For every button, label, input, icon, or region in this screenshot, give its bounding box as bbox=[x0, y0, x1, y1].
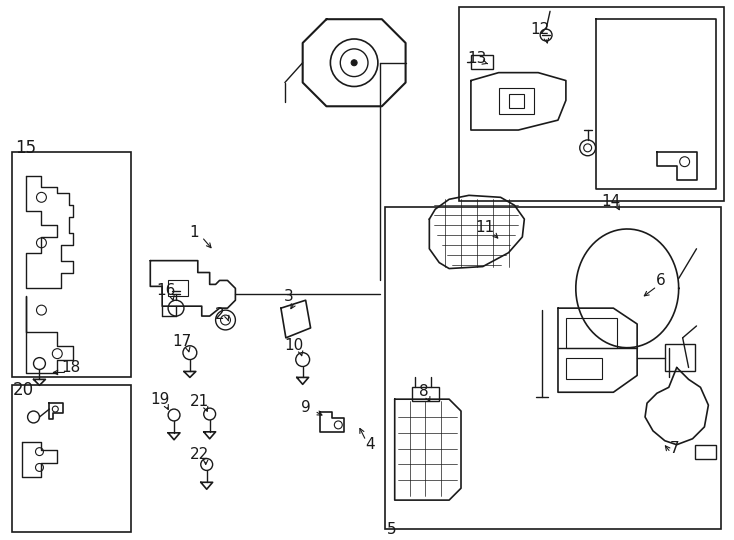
Text: 12: 12 bbox=[531, 22, 550, 37]
Bar bbox=[12, 386, 131, 532]
Bar bbox=[471, 55, 493, 69]
Text: 16: 16 bbox=[156, 283, 176, 298]
Text: 9: 9 bbox=[301, 400, 310, 415]
Text: 14: 14 bbox=[602, 194, 621, 209]
Bar bbox=[566, 318, 617, 348]
Circle shape bbox=[351, 60, 357, 66]
Text: 13: 13 bbox=[467, 51, 487, 66]
Text: 18: 18 bbox=[62, 360, 81, 375]
Text: 6: 6 bbox=[656, 273, 666, 288]
Text: 21: 21 bbox=[190, 394, 209, 409]
Bar bbox=[12, 152, 131, 377]
Bar bbox=[498, 89, 534, 114]
Text: 8: 8 bbox=[418, 384, 428, 399]
Bar bbox=[385, 207, 722, 529]
Text: 2: 2 bbox=[215, 307, 225, 322]
Text: 22: 22 bbox=[190, 447, 209, 462]
Text: 3: 3 bbox=[284, 289, 294, 304]
Text: 17: 17 bbox=[172, 334, 192, 349]
Text: 10: 10 bbox=[284, 338, 303, 353]
Text: 1: 1 bbox=[189, 225, 199, 240]
Bar bbox=[665, 344, 694, 372]
Bar bbox=[168, 280, 188, 296]
Text: 4: 4 bbox=[365, 437, 375, 452]
Text: 15: 15 bbox=[15, 139, 36, 157]
Text: 11: 11 bbox=[475, 219, 495, 234]
Text: 7: 7 bbox=[670, 441, 680, 456]
Bar bbox=[459, 8, 724, 201]
Text: 19: 19 bbox=[150, 392, 170, 407]
Text: 20: 20 bbox=[13, 381, 34, 399]
Bar bbox=[509, 94, 524, 108]
Text: 5: 5 bbox=[387, 522, 396, 537]
Bar bbox=[412, 387, 439, 401]
Bar bbox=[694, 445, 716, 458]
Bar bbox=[566, 357, 602, 380]
